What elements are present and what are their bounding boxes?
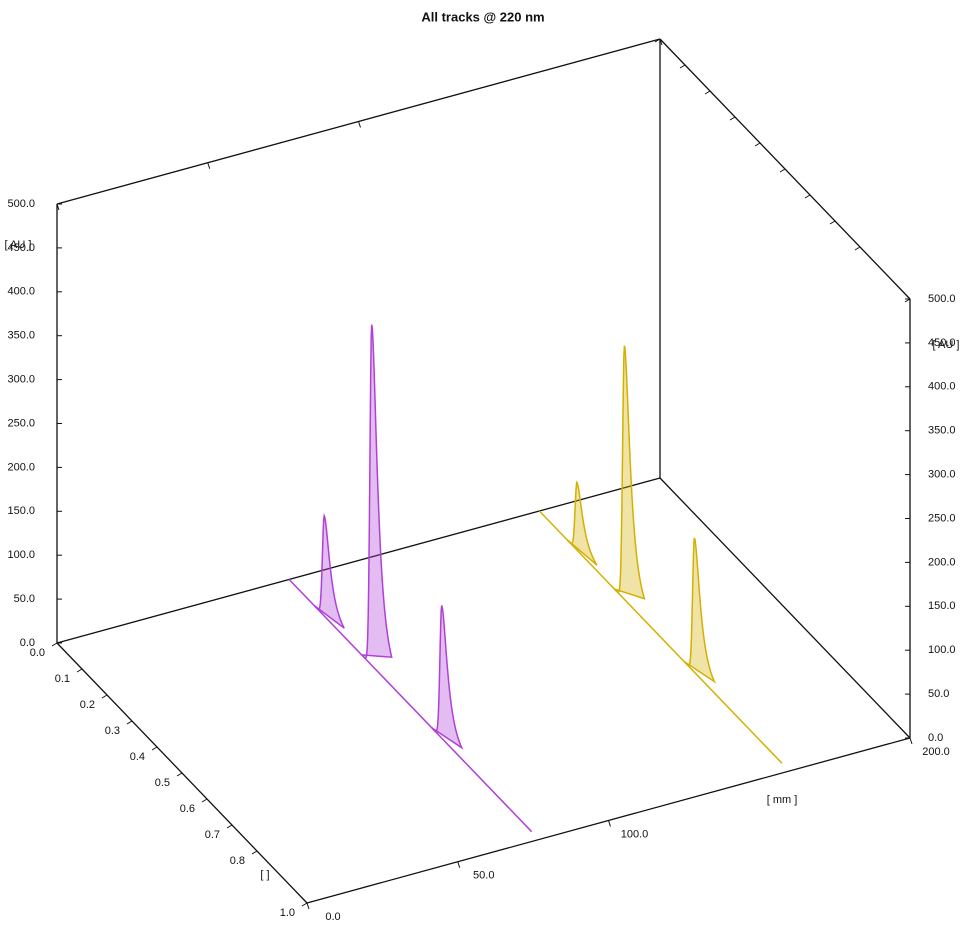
- chart-title: All tracks @ 220 nm: [421, 9, 544, 24]
- z-tick-label: 100.0: [7, 549, 35, 561]
- y-tick-label: 0.4: [130, 751, 145, 763]
- y-tick: [854, 246, 861, 251]
- x-tick: [457, 861, 461, 868]
- z-tick-label: 450.0: [7, 242, 35, 254]
- y-tick: [301, 902, 308, 907]
- z-tick-label: 50.0: [14, 593, 35, 605]
- z-tick-label: 350.0: [928, 425, 956, 437]
- z-tick-label: 500.0: [928, 293, 956, 305]
- track-baseline: [288, 578, 533, 833]
- z-tick-label: 250.0: [928, 512, 956, 524]
- z-tick-label: 350.0: [7, 330, 35, 342]
- y-tick: [151, 746, 158, 751]
- z-tick-label: 400.0: [7, 286, 35, 298]
- x-tick: [909, 737, 913, 745]
- track-baseline: [538, 510, 783, 764]
- peak: [683, 537, 717, 684]
- y-tick-label: 0.0: [30, 647, 45, 659]
- y-tick: [176, 772, 183, 777]
- z-tick-label: 450.0: [928, 337, 956, 349]
- x-tick: [659, 38, 663, 46]
- z-tick-label: 200.0: [928, 556, 956, 568]
- frame-edge: [659, 477, 911, 739]
- y-tick-label: 0.1: [55, 673, 70, 685]
- z-tick-label: 0.0: [20, 637, 35, 649]
- x-tick: [207, 162, 211, 169]
- z-tick-label: 300.0: [7, 374, 35, 386]
- z-tick-label: 100.0: [928, 644, 956, 656]
- y-tick-label: 0.6: [180, 803, 195, 815]
- y-axis-label: [ ]: [260, 869, 269, 881]
- y-tick-label: 0.3: [105, 725, 120, 737]
- y-tick: [779, 168, 786, 173]
- z-tick-label: 200.0: [7, 461, 35, 473]
- y-tick: [126, 720, 133, 725]
- y-tick: [76, 668, 83, 673]
- y-tick: [729, 116, 736, 121]
- x-tick-label: 0.0: [325, 911, 340, 923]
- y-tick: [101, 694, 108, 699]
- x-tick: [56, 203, 60, 211]
- y-tick: [226, 824, 233, 829]
- z-tick-label: 0.0: [928, 732, 943, 744]
- z-tick-label: 150.0: [928, 600, 956, 612]
- x-tick-label: 200.0: [922, 746, 950, 758]
- y-tick-label: 0.8: [230, 855, 245, 867]
- x-tick-label: 50.0: [473, 870, 494, 882]
- y-tick: [754, 142, 761, 147]
- y-tick: [904, 298, 911, 303]
- y-tick: [704, 90, 711, 95]
- z-tick-label: 300.0: [928, 469, 956, 481]
- y-tick: [654, 38, 661, 43]
- peak: [431, 605, 464, 750]
- z-axis-label-left: [ AU ]: [5, 239, 32, 251]
- z-tick-label: 250.0: [7, 417, 35, 429]
- x-tick: [306, 902, 310, 910]
- x-tick-label: 100.0: [621, 828, 649, 840]
- y-tick-label: 1.0: [280, 907, 295, 919]
- peak: [359, 324, 393, 659]
- x-tick: [358, 121, 361, 128]
- y-tick: [804, 194, 811, 199]
- z-tick-label: 150.0: [7, 505, 35, 517]
- y-tick: [251, 850, 258, 855]
- z-tick-label: 500.0: [7, 198, 35, 210]
- y-tick: [201, 798, 208, 803]
- z-tick-label: 50.0: [928, 688, 949, 700]
- peak: [566, 480, 598, 566]
- z-tick-label: 400.0: [928, 381, 956, 393]
- x-axis-label: [ mm ]: [767, 794, 798, 806]
- y-tick-label: 0.7: [205, 829, 220, 841]
- peak: [313, 512, 345, 629]
- peak: [613, 345, 646, 600]
- x-tick: [608, 820, 611, 827]
- y-tick-label: 0.5: [155, 777, 170, 789]
- y-tick: [829, 220, 836, 225]
- y-tick-label: 0.2: [80, 699, 95, 711]
- y-tick: [51, 642, 58, 647]
- frame-edge: [56, 477, 661, 644]
- y-tick: [679, 64, 686, 69]
- z-axis-label-right: [ AU ]: [933, 339, 960, 351]
